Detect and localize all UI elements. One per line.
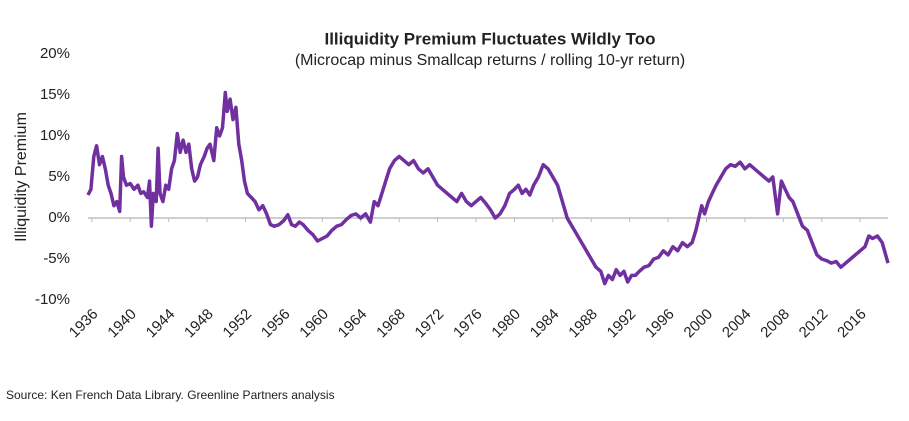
y-tick-label: 5% bbox=[48, 168, 70, 185]
y-tick-label: 10% bbox=[40, 127, 70, 144]
data-line bbox=[86, 90, 890, 286]
x-tick-label: 2008 bbox=[757, 306, 793, 342]
chart-title: Illiquidity Premium Fluctuates Wildly To… bbox=[324, 29, 655, 48]
y-tick-label: -10% bbox=[35, 291, 70, 308]
x-tick-label: 1968 bbox=[373, 306, 409, 342]
chart-subtitle: (Microcap minus Smallcap returns / rolli… bbox=[295, 52, 685, 69]
x-tick-label: 1948 bbox=[181, 306, 217, 342]
x-tick-label: 1952 bbox=[220, 306, 256, 342]
x-tick-label: 2012 bbox=[796, 306, 832, 342]
x-tick-label: 1936 bbox=[66, 306, 102, 342]
y-tick-label: 20% bbox=[40, 45, 70, 62]
x-tick-label: 1992 bbox=[604, 306, 640, 342]
x-tick-label: 1976 bbox=[450, 306, 486, 342]
x-tick-label: 1960 bbox=[296, 306, 332, 342]
y-axis-label: Illiquidity Premium bbox=[13, 112, 30, 242]
x-tick-label: 2016 bbox=[834, 306, 870, 342]
x-tick-label: 1984 bbox=[527, 306, 563, 342]
y-tick-label: 15% bbox=[40, 86, 70, 103]
x-tick-label: 1996 bbox=[642, 306, 678, 342]
y-tick-label: 0% bbox=[48, 209, 70, 226]
x-tick-label: 1964 bbox=[335, 306, 371, 342]
x-tick-label: 1980 bbox=[488, 306, 524, 342]
x-tick-label: 1988 bbox=[565, 306, 601, 342]
y-tick-label: -5% bbox=[43, 250, 70, 267]
x-tick-label: 1956 bbox=[258, 306, 294, 342]
source-note: Source: Ken French Data Library. Greenli… bbox=[6, 388, 335, 402]
x-tick-label: 1940 bbox=[104, 306, 140, 342]
x-tick-label: 1972 bbox=[412, 306, 448, 342]
x-tick-label: 1944 bbox=[143, 306, 179, 342]
x-tick-label: 2004 bbox=[719, 306, 755, 342]
x-tick-label: 2000 bbox=[681, 306, 717, 342]
